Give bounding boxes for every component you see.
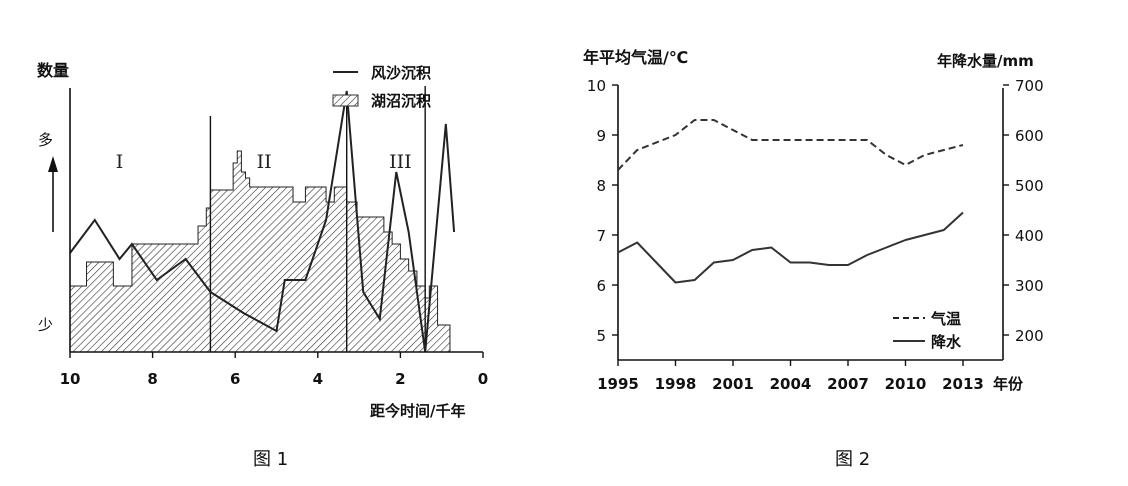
legend-hatch-swatch xyxy=(332,94,359,107)
x-ticks: 1995 1998 2001 2004 2007 2010 2013 xyxy=(597,360,984,393)
lake-swamp-area xyxy=(69,150,451,353)
period-label: III xyxy=(389,151,412,173)
y-low-label: 少 xyxy=(38,316,53,334)
x-tick-label: 0 xyxy=(478,370,488,388)
figure-1-caption: 图 1 xyxy=(253,449,288,470)
left-tick-label: 5 xyxy=(596,327,606,345)
figure-2-chart: 5 6 7 8 9 10 200 300 400 500 600 700 1995 1998 2001 2… xyxy=(583,48,1044,470)
left-tick-label: 10 xyxy=(587,77,606,95)
x-tick-label: 6 xyxy=(230,370,240,388)
temperature-line xyxy=(617,119,964,171)
right-tick-label: 500 xyxy=(1015,177,1044,195)
x-axis-label: 距今时间/千年 xyxy=(370,402,465,420)
wind-sand-line xyxy=(69,90,456,353)
period-label: II xyxy=(257,151,272,173)
left-tick-label: 8 xyxy=(596,177,606,195)
right-tick-label: 400 xyxy=(1015,227,1044,245)
x-tick-label: 2004 xyxy=(770,375,812,393)
left-tick-label: 7 xyxy=(596,227,606,245)
precipitation-line xyxy=(617,211,964,284)
period-labels: I II III xyxy=(116,151,412,173)
legend-line-label: 风沙沉积 xyxy=(371,64,431,82)
right-tick-label: 200 xyxy=(1015,327,1044,345)
lake-swamp-deposit-area xyxy=(69,150,451,353)
x-tick-label: 2 xyxy=(395,370,405,388)
left-y-ticks: 5 6 7 8 9 10 xyxy=(587,77,618,345)
left-tick-label: 9 xyxy=(596,127,606,145)
period-label: I xyxy=(116,151,124,173)
right-tick-label: 700 xyxy=(1015,77,1044,95)
period-boundary-lines xyxy=(209,86,426,352)
x-ticks: 10 8 6 4 2 0 xyxy=(60,352,488,388)
right-y-ticks: 200 300 400 500 600 700 xyxy=(1003,77,1044,345)
x-tick-label: 2010 xyxy=(885,375,927,393)
x-tick-label: 8 xyxy=(147,370,157,388)
figure-2-caption: 图 2 xyxy=(835,449,870,470)
x-tick-label: 4 xyxy=(313,370,323,388)
x-tick-label: 1998 xyxy=(655,375,697,393)
figure-1-chart: 10 8 6 4 2 0 数量 多 少 距今时间/千年 风沙沉积 湖沼沉积 I II III … xyxy=(37,61,488,470)
right-tick-label: 300 xyxy=(1015,277,1044,295)
left-tick-label: 6 xyxy=(596,277,606,295)
x-tick-label: 2001 xyxy=(712,375,754,393)
wind-sand-deposit-series xyxy=(69,90,456,353)
x-axis-label: 年份 xyxy=(993,375,1024,393)
left-axis-label: 年平均气温/℃ xyxy=(583,48,688,67)
x-tick-label: 2007 xyxy=(827,375,869,393)
legend-temp-label: 气温 xyxy=(930,310,961,328)
right-axis-label: 年降水量/mm xyxy=(937,52,1034,70)
x-tick-label: 10 xyxy=(60,370,81,388)
series-lines xyxy=(617,119,964,284)
up-arrow-icon xyxy=(48,156,58,172)
y-high-label: 多 xyxy=(38,131,53,149)
x-tick-label: 1995 xyxy=(597,375,639,393)
y-axis-label: 数量 xyxy=(37,61,69,80)
legend-precip-label: 降水 xyxy=(931,333,962,351)
x-tick-label: 2013 xyxy=(942,375,984,393)
right-tick-label: 600 xyxy=(1015,127,1044,145)
legend-area-label: 湖沼沉积 xyxy=(371,92,431,110)
